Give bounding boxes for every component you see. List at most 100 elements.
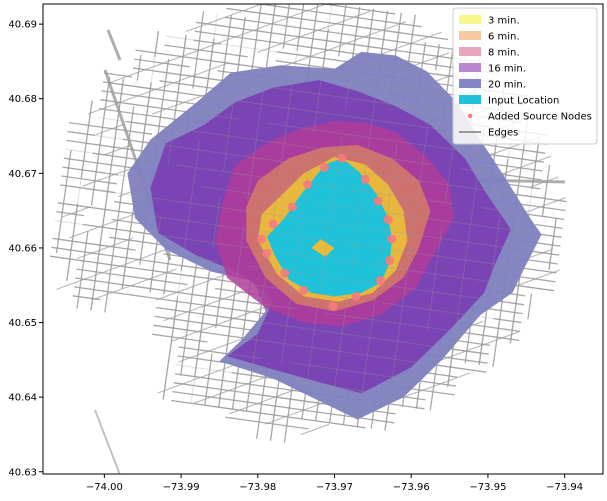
street-edge	[201, 386, 230, 392]
street-edge	[120, 278, 149, 291]
street-edge	[397, 195, 426, 201]
street-edge	[241, 300, 270, 306]
street-edge	[246, 65, 275, 71]
street-edge	[143, 108, 149, 135]
street-edge	[482, 313, 487, 340]
street-edge	[432, 145, 461, 151]
street-edge	[204, 274, 210, 301]
street-edge	[364, 27, 393, 33]
isochrone-layer	[127, 51, 542, 420]
street-edge	[472, 180, 478, 207]
street-edge	[203, 168, 232, 174]
street-edge	[344, 369, 373, 375]
street-edge	[204, 379, 210, 406]
source-node-marker	[385, 256, 395, 266]
street-edge	[531, 162, 537, 189]
street-edge	[87, 188, 116, 194]
street-edge	[218, 61, 247, 67]
street-edge	[163, 53, 192, 59]
street-edge	[272, 4, 276, 22]
street-edge	[199, 320, 228, 332]
street-edge	[60, 184, 88, 190]
street-edge	[390, 48, 418, 55]
street-edge	[215, 287, 243, 294]
street-edge	[240, 309, 269, 315]
street-edge	[59, 201, 65, 228]
street-edge	[180, 92, 209, 105]
street-edge	[255, 4, 284, 8]
street-edge	[365, 139, 370, 166]
street-edge	[173, 382, 202, 388]
street-edge	[349, 134, 378, 140]
street-edge	[359, 62, 388, 68]
street-edge	[531, 162, 537, 189]
street-edge	[382, 102, 411, 108]
street-edge	[384, 404, 390, 431]
street-edge	[360, 375, 366, 401]
street-edge	[107, 260, 113, 287]
street-edge	[489, 261, 495, 288]
street-edge	[154, 31, 159, 57]
street-edge	[269, 304, 298, 310]
street-edge	[493, 318, 522, 324]
street-edge	[87, 188, 116, 194]
street-edge	[337, 30, 343, 57]
street-edge	[492, 341, 498, 368]
street-edge	[458, 367, 487, 373]
street-edge	[92, 152, 121, 158]
street-edge	[321, 41, 350, 54]
street-edge	[415, 382, 421, 409]
street-edge	[115, 192, 144, 198]
source-nodes-layer	[257, 153, 397, 311]
street-edge	[97, 216, 127, 229]
street-edge	[99, 107, 127, 114]
street-edge	[91, 161, 120, 167]
street-edge	[132, 185, 138, 212]
street-edge	[339, 405, 368, 411]
street-edge	[179, 337, 208, 343]
street-edge	[190, 57, 219, 63]
street-edge	[283, 406, 312, 412]
street-edge	[125, 120, 154, 126]
street-edge	[385, 284, 414, 290]
street-edge	[417, 173, 422, 199]
street-edge	[192, 48, 221, 54]
street-edge	[293, 403, 322, 415]
street-edge	[153, 240, 158, 267]
isochrone-input-location	[267, 158, 392, 297]
street-edge	[124, 129, 153, 135]
street-edge	[104, 286, 110, 313]
street-edge	[490, 331, 519, 343]
street-edge	[72, 295, 101, 301]
street-edge	[375, 355, 404, 361]
street-edge	[541, 190, 547, 217]
street-edge	[181, 328, 209, 334]
street-edge	[248, 47, 277, 53]
street-edge	[485, 171, 514, 177]
street-edge	[134, 58, 163, 64]
street-edge	[200, 62, 230, 74]
street-edge	[232, 278, 238, 305]
legend-label-3-min: 3 min.	[488, 16, 520, 27]
street-edge	[182, 319, 211, 325]
street-edge	[447, 361, 452, 387]
street-edge	[201, 300, 206, 327]
street-edge	[244, 282, 272, 288]
street-edge	[424, 121, 430, 148]
street-edge	[133, 267, 161, 273]
street-edge	[94, 409, 121, 474]
street-edge	[528, 268, 557, 274]
street-edge	[310, 410, 339, 416]
street-edge	[107, 245, 136, 251]
street-edge	[102, 81, 131, 87]
street-edge	[367, 9, 396, 15]
street-edge	[362, 45, 391, 51]
street-edge	[349, 334, 378, 340]
street-edge	[187, 193, 193, 220]
street-edge	[126, 111, 155, 118]
street-edge	[483, 189, 512, 195]
street-edge	[548, 244, 554, 270]
street-edge	[506, 228, 534, 234]
street-edge	[280, 424, 309, 430]
street-edge	[253, 11, 282, 17]
